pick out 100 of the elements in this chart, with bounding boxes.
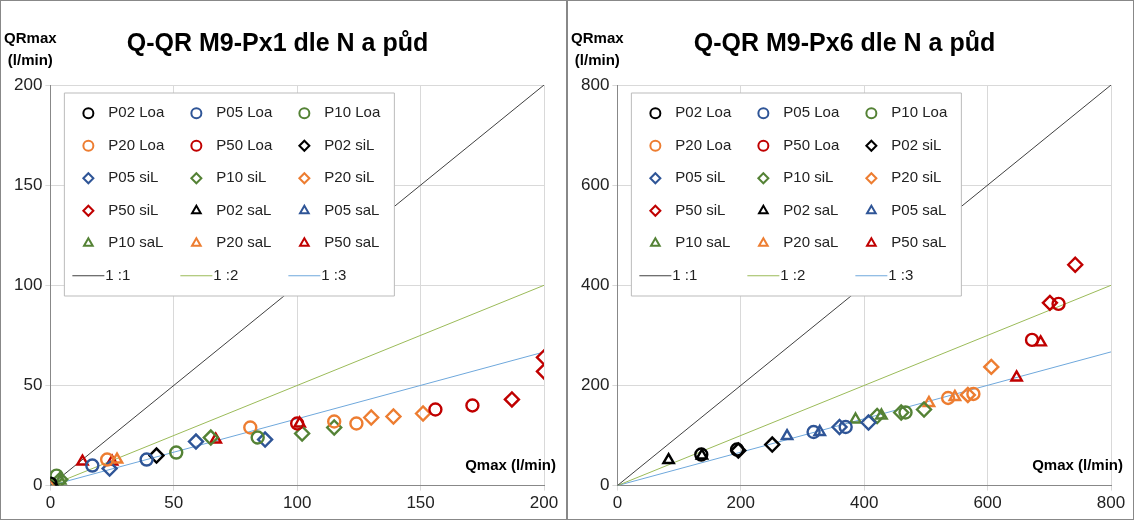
point: [243, 420, 258, 435]
point: [289, 416, 305, 431]
y-tick-label: 800: [580, 74, 610, 94]
point: [327, 414, 342, 429]
x-tick-label: 150: [406, 493, 435, 513]
legend-label: P02 siL: [891, 135, 942, 153]
x-tick-label: 400: [849, 493, 879, 513]
legend-label: P10 Loa: [891, 103, 948, 121]
point: [813, 424, 827, 437]
point: [293, 425, 311, 442]
legend-label: 1 :1: [105, 265, 131, 283]
x-axis-title: Qmax (l/min): [1032, 456, 1123, 474]
point: [187, 433, 205, 450]
y-tick-label: 0: [32, 475, 43, 495]
legend-label: P02 Loa: [675, 103, 732, 121]
point: [898, 405, 913, 420]
legend-label: P20 Loa: [675, 135, 732, 153]
legend-label: P10 siL: [783, 168, 834, 186]
y-tick-label: 200: [13, 74, 43, 94]
point: [838, 419, 853, 435]
point: [764, 436, 781, 453]
point: [1041, 294, 1059, 312]
legend-label: 1 :1: [672, 265, 698, 283]
y-tick-label: 100: [13, 274, 43, 294]
legend-label: P20 Loa: [108, 135, 165, 153]
point: [385, 408, 402, 425]
point: [256, 431, 274, 448]
point: [110, 452, 124, 464]
chart-title: Q-QR M9-Px6 dle N a půd: [693, 27, 996, 56]
point: [831, 418, 848, 436]
point: [99, 452, 115, 467]
legend-label: P50 siL: [108, 200, 159, 218]
point: [465, 398, 480, 413]
y-tick-label: 150: [13, 174, 43, 194]
point: [1024, 332, 1040, 348]
y-axis-title: QRmax (l/min): [571, 29, 625, 68]
point: [363, 409, 380, 426]
legend-label: P10 saL: [108, 233, 164, 251]
legend-label: P02 saL: [783, 200, 839, 218]
point: [893, 404, 910, 421]
x-axis-title: Qmax (l/min): [465, 456, 556, 474]
point: [428, 402, 443, 417]
legend-label: P05 Loa: [216, 103, 273, 121]
point: [868, 407, 886, 425]
point: [940, 390, 956, 406]
point: [169, 445, 184, 460]
legend-label: P50 saL: [891, 233, 947, 251]
legend-label: P20 saL: [216, 233, 272, 251]
legend-label: P05 saL: [891, 200, 947, 218]
x-tick-label: 800: [1096, 493, 1126, 513]
point: [101, 460, 118, 477]
legend-label: P50 Loa: [216, 135, 273, 153]
point: [349, 416, 364, 431]
legend-label: P20 saL: [783, 233, 839, 251]
legend-label: P10 siL: [216, 168, 267, 186]
legend-label: P05 saL: [324, 200, 380, 218]
point: [293, 416, 307, 428]
point: [202, 429, 219, 446]
point: [139, 452, 154, 467]
point: [966, 386, 981, 402]
legend-label: 1 :2: [780, 265, 806, 283]
x-tick-label: 600: [973, 493, 1002, 513]
point: [414, 405, 432, 422]
y-axis-title: QRmax (l/min): [4, 29, 58, 68]
point: [806, 424, 821, 440]
legend-label: P50 saL: [324, 233, 380, 251]
x-tick-label: 50: [164, 493, 184, 513]
legend-label: 1 :2: [213, 265, 239, 283]
point: [76, 454, 89, 466]
x-tick-label: 100: [282, 493, 312, 513]
legend-label: P02 Loa: [108, 103, 165, 121]
point: [1010, 370, 1023, 382]
point: [105, 454, 119, 466]
point: [326, 419, 343, 436]
point: [148, 447, 165, 464]
point: [250, 430, 265, 445]
y-tick-label: 600: [580, 174, 610, 194]
y-tick-label: 0: [599, 475, 610, 495]
legend-label: 1 :3: [888, 265, 914, 283]
y-tick-label: 400: [580, 274, 610, 294]
legend-label: P10 saL: [675, 233, 731, 251]
point: [915, 401, 933, 418]
x-tick-label: 200: [529, 493, 559, 513]
point: [1034, 335, 1048, 347]
legend-label: P50 siL: [675, 200, 726, 218]
point: [50, 468, 64, 483]
point: [85, 458, 100, 473]
point: [780, 428, 794, 441]
point: [860, 414, 877, 431]
point: [983, 358, 1000, 376]
y-tick-label: 200: [580, 375, 610, 395]
x-tick-label: 200: [726, 493, 755, 513]
legend-label: P02 saL: [216, 200, 272, 218]
y-tick-label: 50: [23, 375, 43, 395]
legend-label: P20 siL: [891, 168, 942, 186]
legend-label: P10 Loa: [324, 103, 381, 121]
legend-label: P02 siL: [324, 135, 375, 153]
point: [948, 389, 962, 402]
legend-label: P05 siL: [675, 168, 726, 186]
point: [959, 386, 977, 404]
